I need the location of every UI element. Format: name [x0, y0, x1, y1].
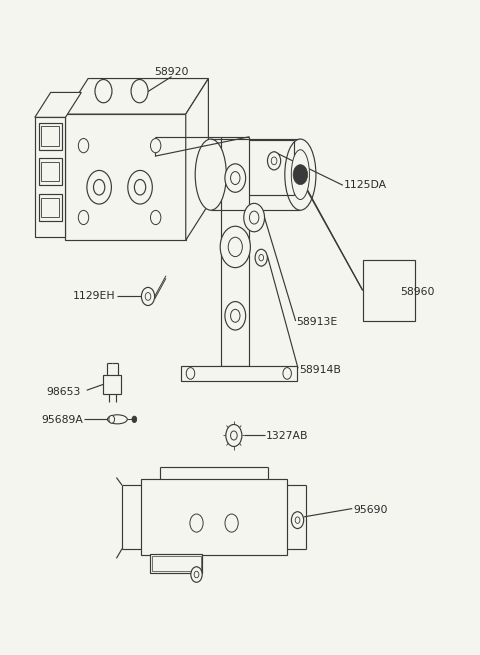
Circle shape	[225, 514, 238, 532]
Circle shape	[95, 79, 112, 103]
Ellipse shape	[285, 139, 316, 210]
Bar	[141, 479, 287, 555]
Bar	[41, 162, 59, 181]
Circle shape	[244, 203, 264, 232]
Circle shape	[259, 254, 264, 261]
Bar	[65, 114, 186, 240]
Polygon shape	[186, 79, 208, 240]
Circle shape	[283, 367, 291, 379]
Circle shape	[94, 179, 105, 195]
Text: 58913E: 58913E	[297, 317, 338, 328]
Text: 95689A: 95689A	[41, 415, 83, 425]
Circle shape	[132, 416, 137, 422]
Text: 1327AB: 1327AB	[266, 431, 309, 441]
Text: 58960: 58960	[400, 287, 435, 297]
Circle shape	[134, 179, 146, 195]
Bar	[38, 122, 62, 149]
Circle shape	[267, 152, 281, 170]
Ellipse shape	[108, 415, 127, 424]
Polygon shape	[35, 92, 81, 117]
Circle shape	[226, 424, 242, 447]
Circle shape	[271, 157, 277, 165]
Circle shape	[225, 301, 246, 330]
Circle shape	[142, 288, 155, 305]
Bar	[41, 198, 59, 217]
Bar	[362, 259, 415, 321]
Bar	[221, 137, 250, 366]
Circle shape	[78, 138, 89, 153]
Text: 1125DA: 1125DA	[344, 180, 387, 190]
Text: 98653: 98653	[47, 387, 81, 397]
Circle shape	[295, 517, 300, 523]
Circle shape	[194, 571, 199, 578]
Bar	[150, 554, 202, 573]
Polygon shape	[65, 79, 208, 114]
Bar	[38, 194, 62, 221]
Bar	[35, 117, 65, 237]
Bar	[152, 556, 201, 571]
Circle shape	[78, 210, 89, 225]
Circle shape	[230, 309, 240, 322]
Bar	[38, 158, 62, 185]
Circle shape	[293, 164, 308, 185]
Ellipse shape	[291, 150, 310, 200]
Circle shape	[230, 431, 237, 440]
Circle shape	[190, 514, 203, 532]
Circle shape	[225, 164, 246, 193]
Bar	[181, 366, 297, 381]
Circle shape	[151, 210, 161, 225]
Text: 1129EH: 1129EH	[72, 291, 115, 301]
Text: 58914B: 58914B	[299, 365, 341, 375]
Circle shape	[220, 226, 251, 268]
Circle shape	[109, 415, 115, 423]
Circle shape	[291, 512, 304, 529]
Text: 95690: 95690	[353, 505, 388, 515]
Bar	[103, 375, 121, 394]
Circle shape	[131, 79, 148, 103]
Ellipse shape	[195, 139, 227, 210]
Circle shape	[128, 170, 152, 204]
Circle shape	[87, 170, 111, 204]
Circle shape	[228, 237, 242, 257]
Circle shape	[191, 567, 202, 582]
Circle shape	[250, 211, 259, 224]
Circle shape	[145, 293, 151, 301]
Circle shape	[255, 250, 267, 266]
Circle shape	[186, 367, 195, 379]
Circle shape	[230, 172, 240, 185]
Bar	[41, 126, 59, 146]
Circle shape	[151, 138, 161, 153]
Text: 58920: 58920	[155, 67, 189, 77]
